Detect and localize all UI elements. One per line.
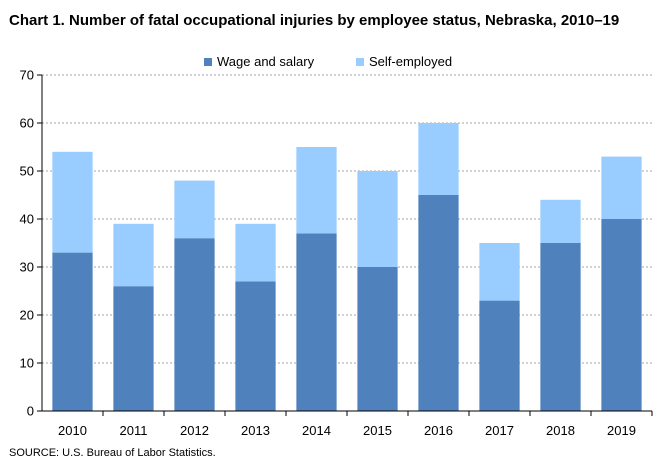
y-tick-label: 70 bbox=[20, 68, 34, 83]
x-tick-label: 2016 bbox=[424, 423, 453, 438]
bar-wage-and-salary-2018 bbox=[540, 243, 581, 411]
x-tick-label: 2011 bbox=[120, 423, 148, 438]
x-tick-label: 2015 bbox=[363, 423, 392, 438]
bar-wage-and-salary-2013 bbox=[235, 281, 276, 411]
x-tick-label: 2018 bbox=[546, 423, 575, 438]
x-tick-label: 2010 bbox=[58, 423, 87, 438]
y-tick-label: 0 bbox=[27, 404, 34, 419]
y-tick-label: 60 bbox=[20, 116, 34, 131]
bar-self-employed-2016 bbox=[418, 123, 459, 195]
legend-label-self-employed: Self-employed bbox=[369, 54, 453, 69]
legend-label-wage-and-salary: Wage and salary bbox=[217, 54, 315, 69]
bar-wage-and-salary-2010 bbox=[52, 252, 93, 411]
y-tick-label: 20 bbox=[20, 308, 34, 323]
chart-title: Chart 1. Number of fatal occupational in… bbox=[9, 12, 620, 29]
bar-wage-and-salary-2011 bbox=[113, 286, 154, 411]
bar-wage-and-salary-2016 bbox=[418, 195, 459, 411]
legend: Wage and salary Self-employed bbox=[0, 54, 661, 72]
bar-self-employed-2015 bbox=[357, 171, 398, 267]
x-tick-label: 2012 bbox=[180, 423, 209, 438]
bar-self-employed-2019 bbox=[601, 156, 642, 219]
legend-swatch-self-employed bbox=[356, 57, 364, 66]
y-tick-label: 40 bbox=[20, 212, 34, 227]
legend-item-self-employed: Self-employed bbox=[356, 54, 452, 69]
bar-wage-and-salary-2015 bbox=[357, 267, 398, 411]
bar-self-employed-2017 bbox=[479, 243, 520, 301]
legend-swatch-wage-and-salary bbox=[204, 57, 212, 66]
x-tick-label: 2019 bbox=[607, 423, 636, 438]
y-tick-label: 10 bbox=[20, 356, 34, 371]
bar-self-employed-2010 bbox=[52, 151, 93, 253]
bar-wage-and-salary-2012 bbox=[174, 238, 215, 411]
bar-self-employed-2012 bbox=[174, 180, 215, 239]
x-tick-label: 2017 bbox=[485, 423, 514, 438]
x-tick-label: 2014 bbox=[302, 423, 331, 438]
bar-self-employed-2013 bbox=[235, 223, 276, 282]
source-note: SOURCE: U.S. Bureau of Labor Statistics. bbox=[9, 447, 216, 459]
bar-self-employed-2011 bbox=[113, 223, 154, 287]
bar-wage-and-salary-2019 bbox=[601, 219, 642, 411]
bar-self-employed-2018 bbox=[540, 199, 581, 243]
y-tick-label: 30 bbox=[20, 260, 34, 275]
y-tick-label: 50 bbox=[20, 164, 34, 179]
legend-item-wage-and-salary: Wage and salary bbox=[204, 54, 314, 69]
x-tick-label: 2013 bbox=[241, 423, 270, 438]
bar-wage-and-salary-2014 bbox=[296, 233, 337, 411]
bar-self-employed-2014 bbox=[296, 147, 337, 234]
bar-wage-and-salary-2017 bbox=[479, 300, 520, 411]
